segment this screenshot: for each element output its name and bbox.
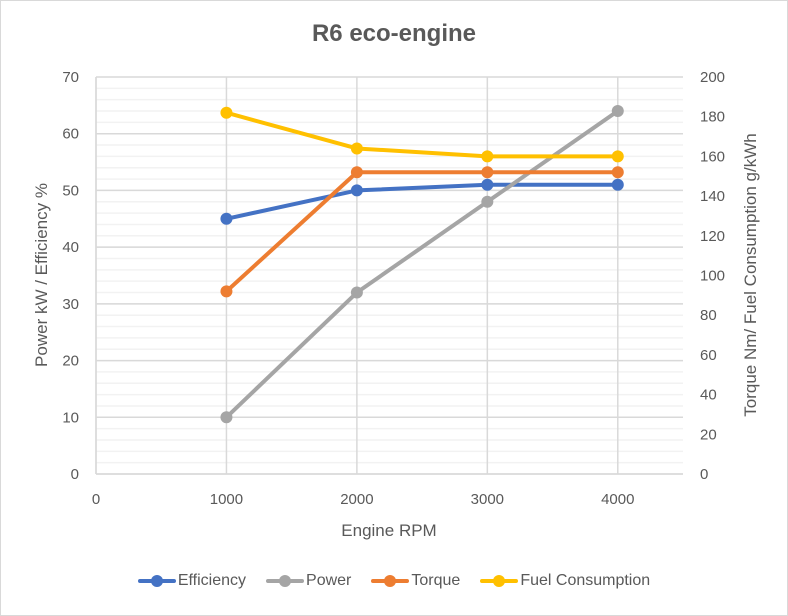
data-point-power [350,286,363,299]
x-tick-label: 3000 [471,491,504,508]
y-left-tick-label: 0 [71,466,79,483]
y-left-tick-label: 50 [62,182,79,199]
y-left-tick-label: 40 [62,239,79,256]
series-line-torque [224,170,620,294]
y-right-tick-label: 80 [700,307,717,324]
legend-item-power: Power [266,572,351,590]
data-point-fuel-consumption [611,150,624,163]
data-point-efficiency [481,178,494,191]
legend-marker-icon [480,575,519,587]
y-right-tick-label: 180 [700,109,725,126]
y-right-tick-label: 140 [700,188,725,205]
y-left-tick-label: 70 [62,69,79,86]
x-tick-label: 2000 [340,491,373,508]
chart-title: R6 eco-engine [311,20,477,47]
legend: Efficiency Power Torque Fuel Consumption [0,572,788,590]
x-tick-label: 4000 [601,491,634,508]
y-left-tick-label: 10 [62,409,79,426]
legend-item-torque: Torque [371,572,460,590]
data-point-efficiency [220,212,233,225]
y-left-tick-label: 30 [62,296,79,313]
y-left-tick-label: 60 [62,126,79,143]
data-point-power [220,411,233,424]
data-point-torque [611,166,624,179]
data-point-torque [350,166,363,179]
y-right-tick-label: 60 [700,347,717,364]
y-right-tick-label: 40 [700,387,717,404]
y-right-tick-label: 120 [700,228,725,245]
y-left-tick-label: 20 [62,353,79,370]
data-point-torque [481,166,494,179]
x-tick-label: 1000 [210,491,243,508]
data-point-fuel-consumption [481,150,494,163]
y-right-tick-label: 160 [700,148,725,165]
y-right-tick-label: 20 [700,426,717,443]
legend-marker-icon [266,575,305,587]
legend-marker-icon [371,575,410,587]
legend-label: Torque [411,572,461,589]
series-line-efficiency [224,182,620,221]
x-tick-label: 0 [92,491,100,508]
legend-item-fuel-consumption: Fuel Consumption [480,572,650,590]
y-right-tick-label: 100 [700,268,725,285]
x-axis-title: Engine RPM [341,521,436,540]
y-right-tick-label: 0 [700,466,708,483]
data-point-efficiency [350,184,363,197]
legend-marker-icon [137,575,176,587]
data-point-fuel-consumption [220,106,233,119]
legend-label: Efficiency [177,572,247,589]
data-point-torque [220,285,233,298]
legend-label: Fuel Consumption [520,572,651,589]
data-point-power [611,105,624,118]
y-left-axis-title: Power kW / Efficiency % [32,183,51,367]
y-right-tick-label: 200 [700,69,725,86]
data-point-fuel-consumption [350,142,363,155]
series-line-fuel-consumption [224,110,620,159]
y-right-axis-title: Torque Nm/ Fuel Consumption g/kWh [741,133,760,416]
legend-item-efficiency: Efficiency [137,572,247,590]
data-point-power [481,195,494,208]
legend-label: Power [306,572,352,589]
data-point-efficiency [611,178,624,191]
